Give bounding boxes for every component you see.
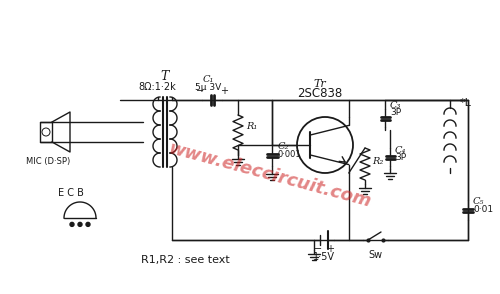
- Text: +: +: [326, 244, 334, 254]
- Text: 5μ 3V: 5μ 3V: [195, 83, 221, 92]
- Text: −: −: [196, 86, 204, 96]
- Text: 0·01: 0·01: [473, 205, 493, 214]
- Text: E C B: E C B: [58, 188, 84, 198]
- Text: MIC (D·SP): MIC (D·SP): [26, 157, 70, 166]
- Text: 0·001: 0·001: [278, 150, 301, 159]
- Text: C₅: C₅: [473, 197, 484, 206]
- Text: +: +: [220, 86, 228, 96]
- Text: C₂: C₂: [278, 142, 289, 151]
- Text: *L: *L: [460, 98, 472, 108]
- Bar: [40, 122, 52, 142]
- Text: C₁: C₁: [202, 75, 213, 84]
- Text: 1·5V: 1·5V: [313, 252, 335, 262]
- Circle shape: [86, 222, 90, 226]
- Circle shape: [70, 222, 74, 226]
- Text: R₂: R₂: [372, 157, 384, 166]
- Text: C₃: C₃: [390, 101, 402, 110]
- Text: R₁: R₁: [246, 122, 257, 131]
- Circle shape: [78, 222, 82, 226]
- Text: C₄: C₄: [395, 146, 406, 155]
- Text: 3P: 3P: [395, 153, 406, 162]
- Text: R1,R2 : see text: R1,R2 : see text: [140, 255, 230, 265]
- Text: 8Ω:1·2k: 8Ω:1·2k: [138, 82, 176, 92]
- Text: T: T: [161, 70, 169, 83]
- Text: Sw: Sw: [368, 250, 382, 260]
- Text: Tr: Tr: [314, 79, 326, 89]
- Text: −: −: [314, 244, 322, 254]
- Text: 3P: 3P: [390, 108, 401, 117]
- Text: www.eleccircuit.com: www.eleccircuit.com: [166, 139, 374, 211]
- Text: 2SC838: 2SC838: [298, 87, 343, 100]
